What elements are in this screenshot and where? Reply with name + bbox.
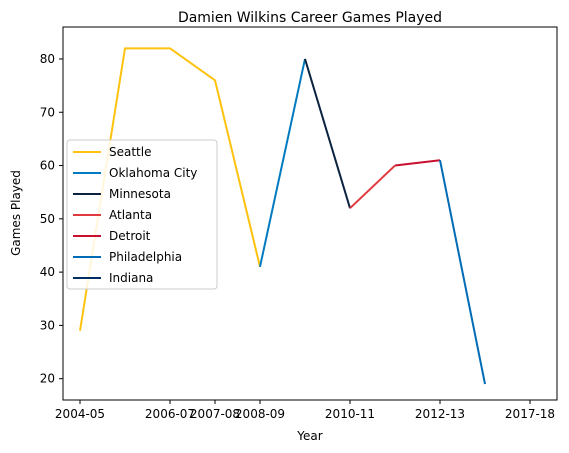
legend-entry: Minnesota [109, 187, 171, 201]
y-axis-label: Games Played [9, 170, 23, 256]
y-tick-label: 50 [40, 212, 55, 226]
series-line-philadelphia [440, 160, 485, 384]
y-axis-ticks: 20 30 40 50 60 70 80 [40, 52, 63, 386]
chart-title: Damien Wilkins Career Games Played [178, 10, 442, 26]
legend-entry: Detroit [109, 229, 151, 243]
y-tick-label: 80 [40, 52, 55, 66]
y-tick-label: 30 [40, 318, 55, 332]
x-tick-label: 2008-09 [235, 407, 285, 421]
y-tick-label: 20 [40, 372, 55, 386]
series-line-detroit [395, 160, 440, 165]
y-tick-label: 60 [40, 159, 55, 173]
y-tick-label: 70 [40, 105, 55, 119]
x-tick-label: 2017-18 [505, 407, 555, 421]
legend-entry: Philadelphia [109, 250, 182, 264]
legend-entry: Oklahoma City [109, 166, 197, 180]
series-line-oklahoma-city [260, 59, 305, 267]
x-axis-label: Year [296, 429, 322, 443]
legend-entry: Seattle [109, 145, 151, 159]
x-tick-label: 2007-08 [190, 407, 240, 421]
x-tick-label: 2006-07 [145, 407, 195, 421]
legend-entry: Indiana [109, 271, 153, 285]
x-tick-label: 2012-13 [415, 407, 465, 421]
series-line-atlanta [350, 166, 395, 209]
x-tick-label: 2004-05 [55, 407, 105, 421]
y-tick-label: 40 [40, 265, 55, 279]
x-tick-label: 2010-11 [325, 407, 375, 421]
series-line-minnesota [305, 59, 350, 208]
legend-entry: Atlanta [109, 208, 152, 222]
legend: Seattle Oklahoma City Minnesota Atlanta Detr… [67, 140, 217, 289]
